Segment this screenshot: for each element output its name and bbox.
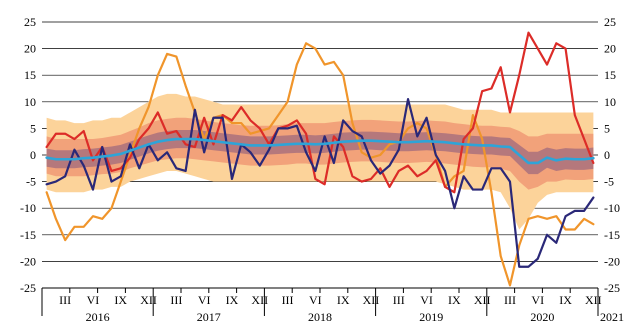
y-tick-label-left: -15 xyxy=(20,228,36,242)
y-tick-label-left: 0 xyxy=(30,148,36,162)
x-month-label: IX xyxy=(114,293,127,307)
x-month-label: VI xyxy=(309,293,322,307)
x-month-label: IX xyxy=(337,293,350,307)
y-tick-label-left: 15 xyxy=(24,68,36,82)
y-tick-label-right: 5 xyxy=(604,121,610,135)
y-tick-label-left: -5 xyxy=(26,175,36,189)
x-month-label: XII xyxy=(140,293,157,307)
x-month-label: IX xyxy=(226,293,239,307)
x-month-label: III xyxy=(282,293,294,307)
y-tick-label-left: 5 xyxy=(30,121,36,135)
y-tick-label-right: 15 xyxy=(604,68,616,82)
series-line-4 xyxy=(45,137,595,165)
x-year-label: 2020 xyxy=(530,310,554,324)
y-tick-label-right: 20 xyxy=(604,42,616,56)
x-month-label: III xyxy=(504,293,516,307)
x-month-label: XII xyxy=(474,293,491,307)
x-month-label: VI xyxy=(531,293,544,307)
x-month-label: XII xyxy=(363,293,380,307)
y-tick-label-left: -20 xyxy=(20,254,36,268)
y-tick-label-left: 10 xyxy=(24,95,36,109)
series-lines xyxy=(45,31,595,287)
y-tick-label-right: -25 xyxy=(604,281,620,295)
y-tick-label-right: 10 xyxy=(604,95,616,109)
y-tick-label-right: 0 xyxy=(604,148,610,162)
x-year-label: 2016 xyxy=(86,310,110,324)
y-tick-label-left: 25 xyxy=(24,15,36,29)
y-tick-label-left: -25 xyxy=(20,281,36,295)
y-tick-label-right: 25 xyxy=(604,15,616,29)
y-tick-label-right: -10 xyxy=(604,201,620,215)
x-month-label: VI xyxy=(87,293,100,307)
x-month-label: III xyxy=(393,293,405,307)
y-tick-label-left: 20 xyxy=(24,42,36,56)
y-tick-label-left: -10 xyxy=(20,201,36,215)
axes xyxy=(41,287,599,316)
x-year-label: 2017 xyxy=(197,310,221,324)
y-tick-label-right: -15 xyxy=(604,228,620,242)
x-year-label: 2019 xyxy=(419,310,443,324)
series-line-3 xyxy=(45,98,595,268)
series-line-1 xyxy=(45,42,595,287)
x-month-label: VI xyxy=(198,293,211,307)
x-month-label: VI xyxy=(420,293,433,307)
x-month-label: IX xyxy=(559,293,572,307)
x-month-label: III xyxy=(59,293,71,307)
x-year-label: 2021 xyxy=(600,310,624,324)
x-month-label: XII xyxy=(585,293,602,307)
series-line-2 xyxy=(45,31,595,194)
x-year-label: 2018 xyxy=(308,310,332,324)
x-month-label: XII xyxy=(251,293,268,307)
x-month-label: IX xyxy=(448,293,461,307)
x-month-label: III xyxy=(170,293,182,307)
y-tick-label-right: -20 xyxy=(604,254,620,268)
y-tick-label-right: -5 xyxy=(604,175,614,189)
